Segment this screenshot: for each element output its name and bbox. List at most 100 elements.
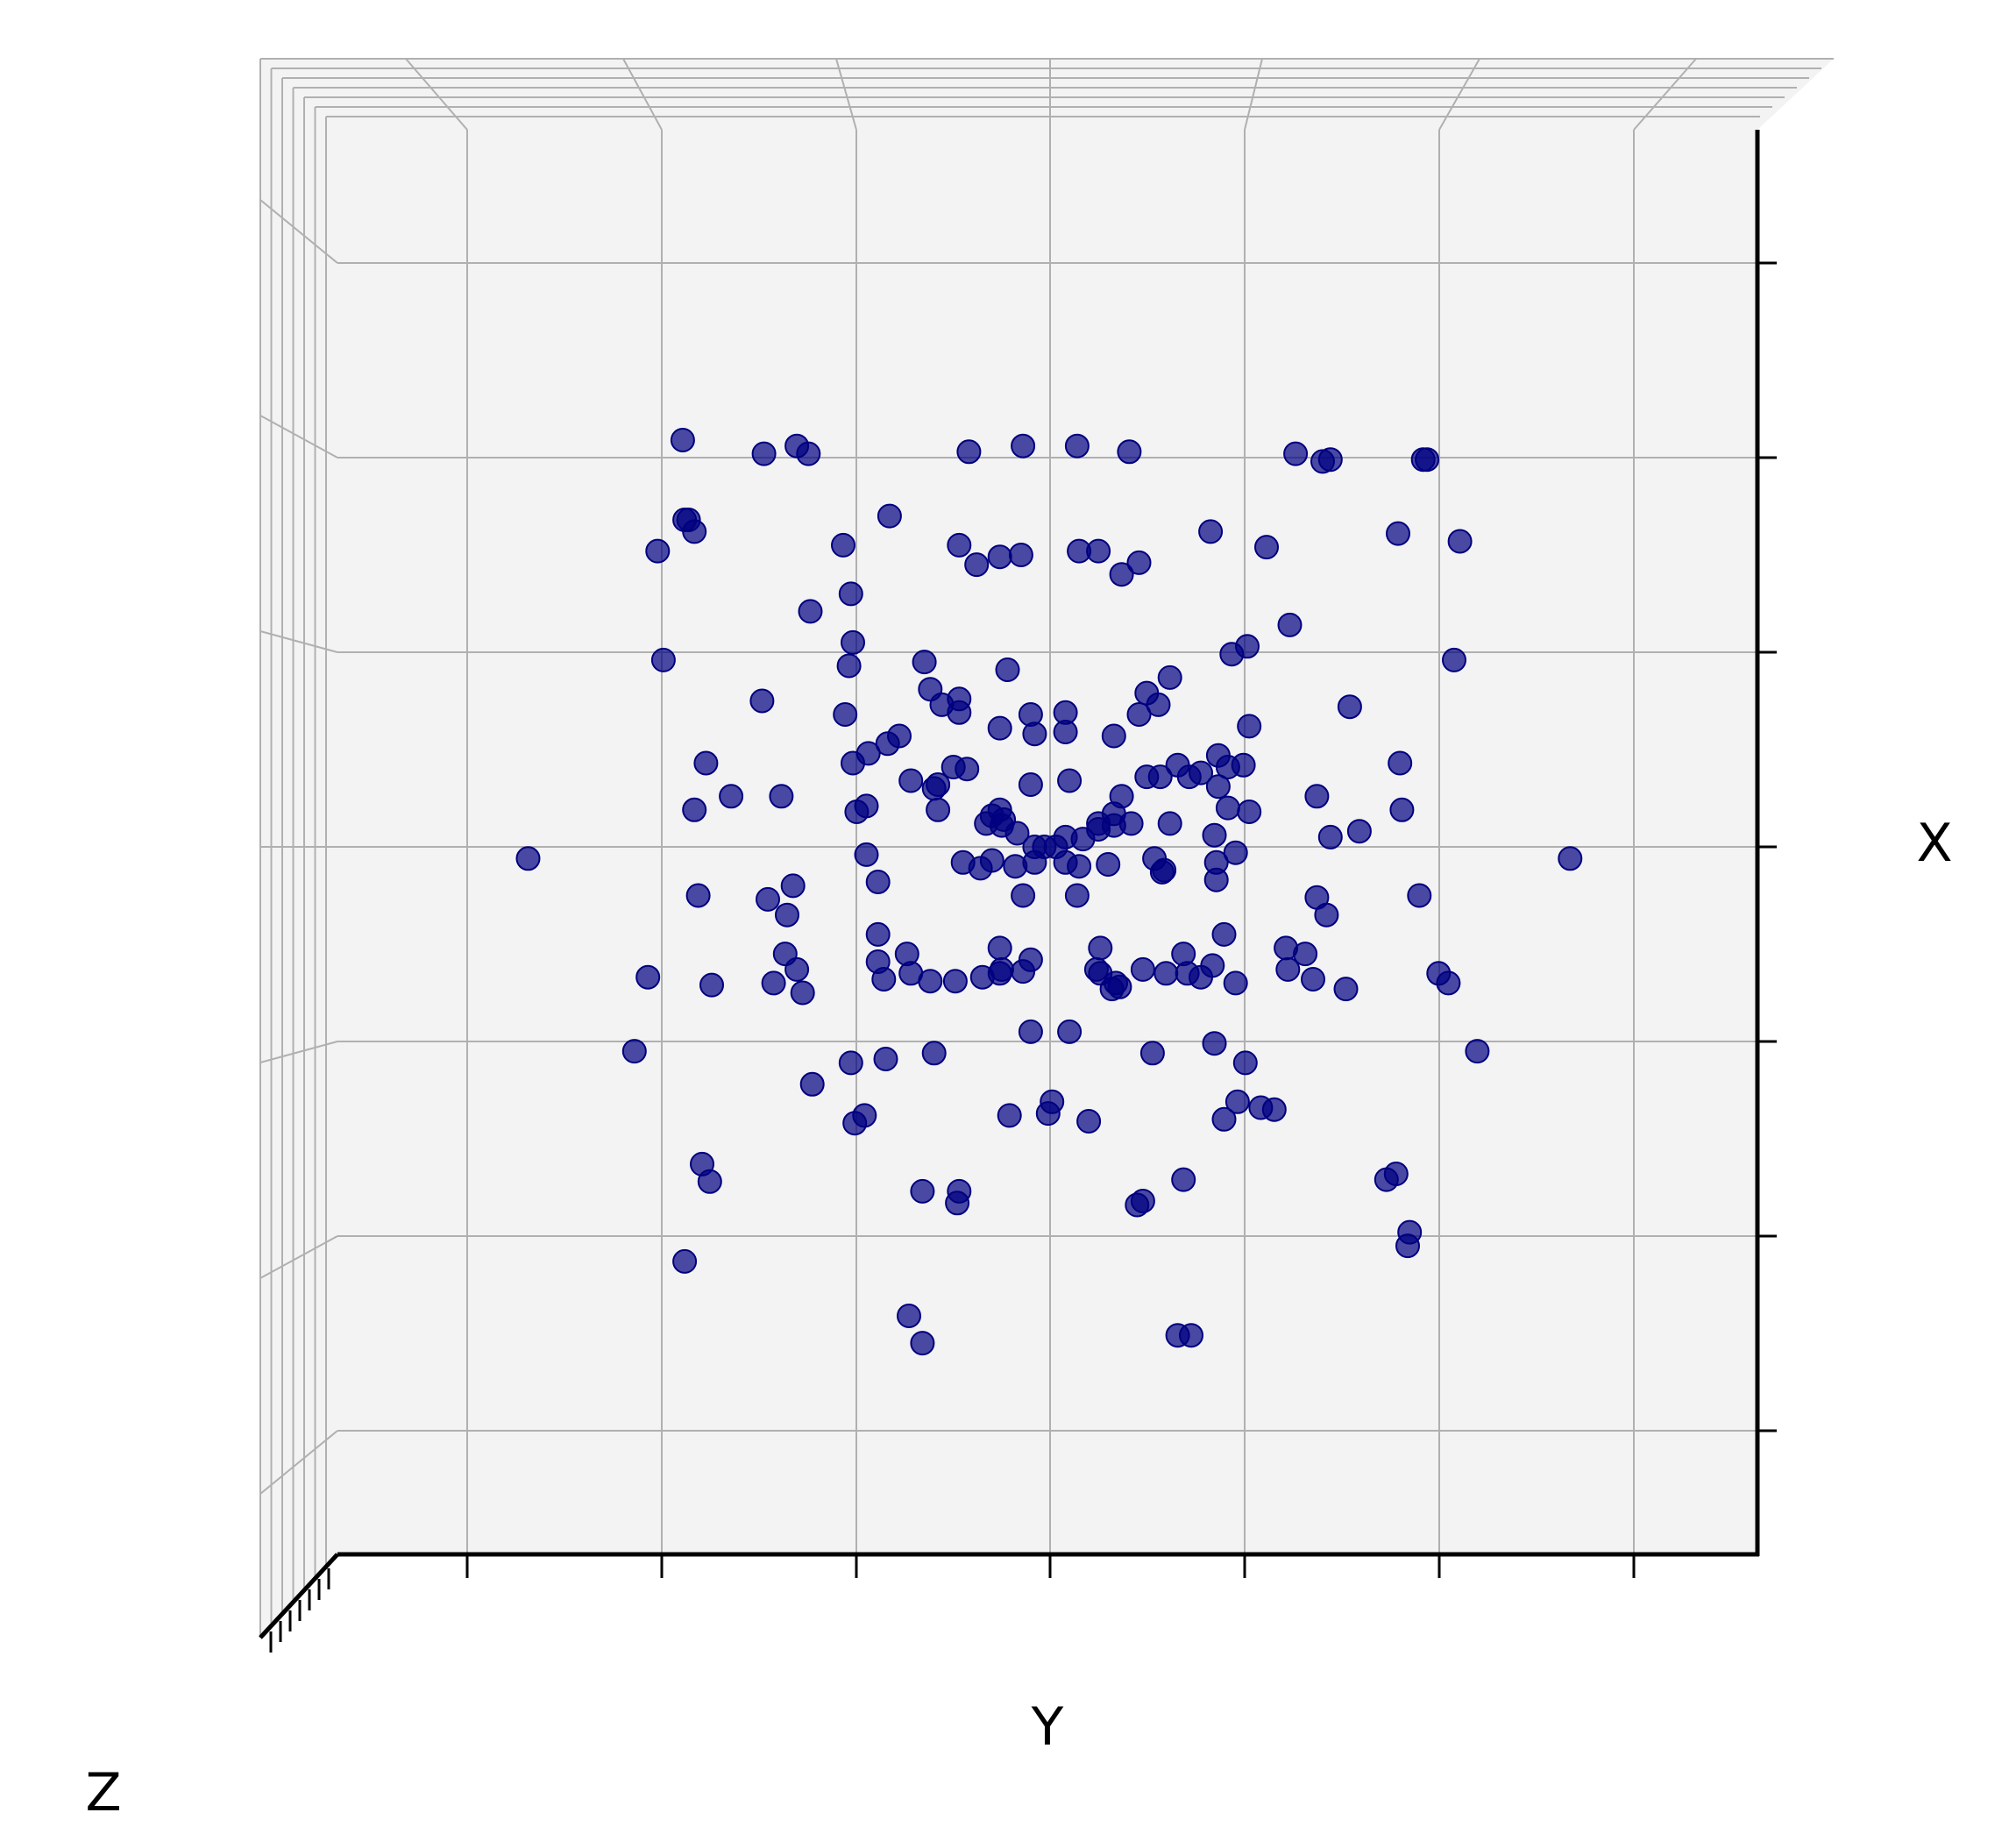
grid-line-perspective xyxy=(1244,58,1263,131)
data-point xyxy=(1232,1050,1258,1076)
data-point xyxy=(1205,774,1231,800)
data-point xyxy=(1314,902,1339,928)
data-point xyxy=(780,873,806,899)
data-point xyxy=(1237,714,1262,739)
data-point xyxy=(1447,529,1473,554)
data-point xyxy=(682,797,707,822)
data-point xyxy=(1117,439,1142,465)
grid-line-perspective xyxy=(622,58,663,131)
data-point xyxy=(1442,647,1466,672)
data-point xyxy=(1130,956,1155,982)
data-point xyxy=(887,723,912,749)
data-point xyxy=(1337,694,1362,720)
data-point xyxy=(1064,883,1090,908)
data-point xyxy=(918,969,943,994)
data-point xyxy=(921,1041,947,1066)
data-point xyxy=(1107,974,1132,999)
data-point xyxy=(1465,1039,1490,1064)
data-point xyxy=(799,1071,825,1097)
data-point xyxy=(1018,947,1043,972)
data-point xyxy=(1064,433,1090,458)
data-point xyxy=(947,532,972,558)
data-point xyxy=(1147,764,1173,790)
data-point xyxy=(699,972,724,998)
z-axis-line xyxy=(259,1553,339,1639)
data-point xyxy=(1395,1233,1420,1259)
data-point xyxy=(955,757,980,782)
data-point xyxy=(1386,521,1410,546)
data-point xyxy=(979,848,1004,873)
data-point xyxy=(1004,821,1030,846)
data-point xyxy=(1096,852,1121,877)
data-point xyxy=(1126,550,1152,575)
data-point xyxy=(1346,819,1372,844)
data-point xyxy=(926,772,951,797)
data-point xyxy=(1126,702,1152,727)
data-point xyxy=(1083,956,1109,982)
data-point xyxy=(1558,846,1583,871)
grid-line-perspective xyxy=(1438,58,1480,131)
data-point xyxy=(926,797,951,822)
data-point xyxy=(1223,840,1248,865)
data-point xyxy=(841,629,865,655)
y-axis-label: Y xyxy=(1031,1696,1064,1758)
data-point xyxy=(670,428,695,452)
x-axis-label: X xyxy=(1916,813,1952,874)
data-point xyxy=(942,969,968,994)
grid-line-perspective xyxy=(259,1041,338,1063)
grid-line-perspective xyxy=(835,58,857,131)
data-point xyxy=(964,552,990,578)
data-point xyxy=(751,441,777,466)
data-point xyxy=(1088,935,1113,961)
data-point xyxy=(865,921,891,947)
axes-panes xyxy=(259,58,1834,1638)
grid-line-perspective xyxy=(405,58,468,131)
data-point xyxy=(693,750,719,776)
data-point xyxy=(1203,867,1229,892)
data-point xyxy=(697,1169,722,1194)
data-point xyxy=(645,538,671,564)
data-point xyxy=(1333,977,1359,1002)
data-point xyxy=(635,964,661,990)
data-point xyxy=(672,1248,698,1274)
data-point xyxy=(1146,692,1171,717)
data-point xyxy=(854,793,879,819)
data-point xyxy=(1301,967,1325,992)
data-point xyxy=(956,439,982,465)
data-point xyxy=(1277,612,1303,637)
data-point xyxy=(897,1304,921,1328)
data-point xyxy=(912,650,937,675)
data-point xyxy=(1189,760,1213,785)
data-point xyxy=(877,503,902,529)
data-point xyxy=(1011,433,1036,458)
grid-line-perspective xyxy=(259,199,338,264)
data-point xyxy=(1157,665,1182,690)
data-point xyxy=(1022,721,1047,747)
data-point xyxy=(1407,883,1432,908)
data-point xyxy=(836,653,862,679)
data-point xyxy=(1225,1089,1250,1114)
data-point xyxy=(1118,811,1144,836)
data-point xyxy=(831,532,855,558)
data-point xyxy=(997,1103,1022,1128)
data-point xyxy=(1053,720,1078,744)
data-point xyxy=(515,846,541,871)
data-point xyxy=(1035,1101,1061,1127)
data-point xyxy=(1215,795,1240,821)
data-point xyxy=(854,842,879,867)
data-point xyxy=(796,441,821,466)
data-point xyxy=(1436,970,1461,996)
data-point xyxy=(1317,447,1343,473)
data-point xyxy=(873,1047,898,1071)
data-point xyxy=(1237,800,1262,824)
data-point xyxy=(1200,953,1225,978)
grid-line-perspective xyxy=(259,415,338,458)
data-point xyxy=(1231,752,1256,778)
top-pane xyxy=(260,59,1834,130)
data-point xyxy=(1223,970,1248,996)
data-point xyxy=(1415,447,1440,473)
data-point xyxy=(945,1191,970,1216)
data-point xyxy=(1179,1323,1203,1348)
data-point xyxy=(1388,750,1413,776)
